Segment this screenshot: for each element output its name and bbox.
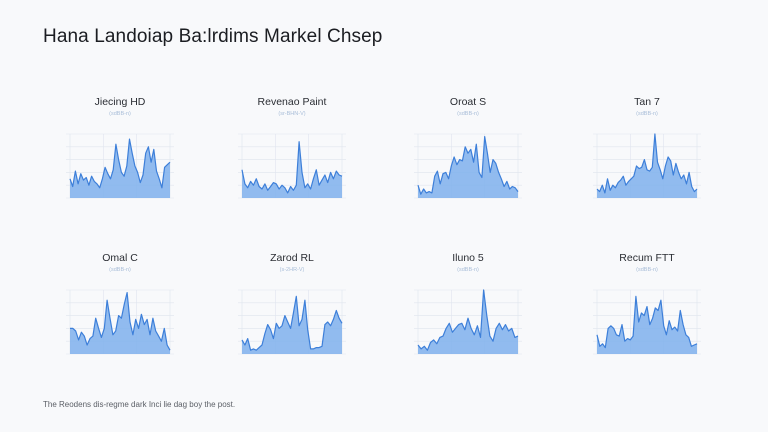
chart-title: Revenao Paint bbox=[257, 96, 327, 108]
chart-subtitle: (s-2HR-V) bbox=[279, 267, 305, 273]
area-fill bbox=[70, 292, 170, 354]
chart-subtitle: (sdBB-n) bbox=[109, 267, 131, 273]
area-chart bbox=[593, 289, 701, 355]
area-fill bbox=[597, 134, 697, 198]
chart-subtitle: (sdBB-n) bbox=[109, 111, 131, 117]
data-line bbox=[417, 289, 519, 351]
area-chart bbox=[238, 133, 346, 199]
chart-subtitle: (sdBB-n) bbox=[457, 267, 479, 273]
area-fill bbox=[597, 296, 697, 354]
chart-panel: Zarod RL (s-2HR-V) bbox=[227, 252, 357, 377]
chart-panel: Recum FTT (sdBB-n) bbox=[582, 252, 712, 377]
area-chart bbox=[66, 289, 174, 355]
chart-panel: Omal C (sdBB-n) bbox=[55, 252, 185, 377]
data-line bbox=[596, 295, 698, 349]
area-chart bbox=[66, 133, 174, 199]
data-line bbox=[69, 138, 171, 189]
area-chart bbox=[238, 289, 346, 355]
chart-title: Zarod RL bbox=[270, 252, 314, 264]
chart-panel: Tan 7 (sdBB-n) bbox=[582, 96, 712, 221]
area-fill bbox=[418, 136, 518, 198]
chart-title: Oroat S bbox=[449, 96, 487, 108]
chart-title: Recum FTT bbox=[619, 252, 675, 264]
chart-subtitle: (sdBB-n) bbox=[636, 267, 658, 273]
area-fill bbox=[242, 141, 342, 198]
chart-subtitle: (sr-BHN-V) bbox=[278, 111, 306, 117]
chart-panel: Oroat S (sdBB-n) bbox=[403, 96, 533, 221]
chart-subtitle: (sdBB-n) bbox=[636, 111, 658, 117]
chart-title: Jiecing HD bbox=[94, 96, 146, 108]
area-chart bbox=[414, 133, 522, 199]
chart-panel: Jiecing HD (sdBB-n) bbox=[55, 96, 185, 221]
area-chart bbox=[593, 133, 701, 199]
data-line bbox=[241, 295, 343, 351]
data-line bbox=[70, 292, 171, 351]
chart-title: Omal C bbox=[102, 252, 138, 264]
area-fill bbox=[418, 290, 518, 354]
area-chart bbox=[414, 289, 522, 355]
data-line bbox=[417, 136, 519, 195]
chart-title: Iluno 5 bbox=[452, 252, 484, 264]
data-line bbox=[596, 133, 698, 194]
area-fill bbox=[242, 296, 342, 354]
chart-title: Tan 7 bbox=[634, 96, 660, 108]
chart-panel: Iluno 5 (sdBB-n) bbox=[403, 252, 533, 377]
page-title: Hana Landoiap Ba:lrdims Markel Chsep bbox=[43, 26, 383, 47]
chart-panel: Revenao Paint (sr-BHN-V) bbox=[227, 96, 357, 221]
figure-caption: The Reodens dis-regme dark Inci lie dag … bbox=[43, 400, 236, 409]
chart-subtitle: (sdBB-n) bbox=[457, 111, 479, 117]
data-line bbox=[241, 141, 343, 194]
